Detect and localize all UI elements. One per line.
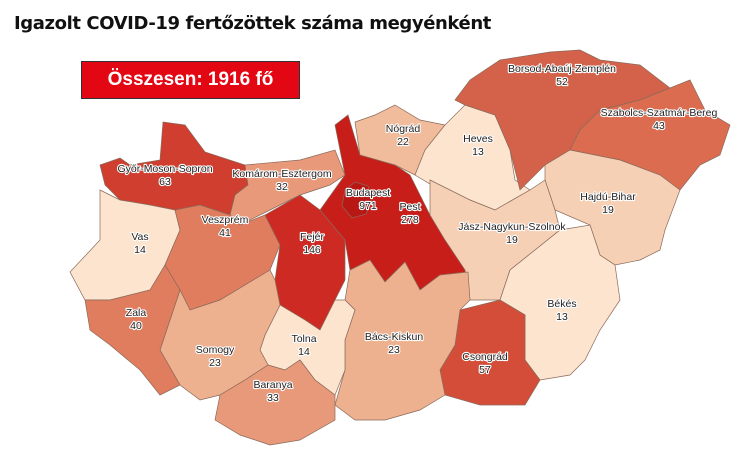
county-value-label: 13: [472, 146, 484, 158]
total-badge: Összesen: 1916 fő: [81, 61, 300, 99]
county-value-label: 63: [159, 176, 171, 188]
county-value-label: 32: [276, 181, 288, 193]
county-name-label: Somogy: [196, 344, 235, 356]
county-name-label: Budapest: [346, 187, 390, 199]
county-komarom-esztergom: [229, 149, 346, 226]
county-name-label: Győr-Moson-Sopron: [117, 163, 212, 175]
county-value-label: 41: [219, 227, 231, 239]
county-value-label: 52: [556, 76, 568, 88]
map-title: Igazolt COVID-19 fertőzöttek száma megyé…: [14, 13, 491, 34]
county-value-label: 146: [303, 244, 321, 256]
county-baranya: [214, 359, 336, 446]
county-name-label: Csongrád: [462, 351, 508, 363]
county-name-label: Zala: [126, 307, 147, 319]
county-value-label: 19: [602, 204, 614, 216]
county-value-label: 971: [359, 200, 377, 212]
county-name-label: Nógrád: [386, 123, 421, 135]
county-value-label: 57: [479, 364, 491, 376]
county-value-label: 40: [130, 320, 142, 332]
county-value-label: 278: [401, 214, 419, 226]
county-name-label: Borsod-Abaúj-Zemplén: [508, 63, 616, 75]
county-name-label: Vas: [131, 231, 148, 243]
county-value-label: 23: [388, 344, 400, 356]
county-name-label: Heves: [463, 133, 493, 145]
county-name-label: Baranya: [253, 379, 292, 391]
county-value-label: 23: [209, 357, 221, 369]
county-name-label: Pest: [399, 201, 420, 213]
county-name-label: Tolna: [291, 333, 316, 345]
county-zala: [84, 264, 181, 396]
county-name-label: Szabolcs-Szatmár-Bereg: [601, 107, 718, 119]
county-budapest: [341, 181, 373, 219]
county-name-label: Komárom-Esztergom: [232, 168, 331, 180]
county-value-label: 13: [556, 311, 568, 323]
county-value-label: 33: [267, 392, 279, 404]
county-value-label: 19: [506, 234, 518, 246]
county-name-label: Hajdú-Bihar: [580, 191, 636, 203]
county-name-label: Bács-Kiskun: [365, 331, 424, 343]
county-value-label: 22: [397, 136, 409, 148]
county-value-label: 43: [653, 120, 665, 132]
county-nograd: [354, 104, 446, 176]
county-name-label: Veszprém: [202, 214, 249, 226]
county-value-label: 14: [134, 244, 146, 256]
county-value-label: 14: [298, 346, 310, 358]
county-name-label: Fejér: [300, 231, 324, 243]
county-name-label: Békés: [547, 298, 576, 310]
county-name-label: Jász-Nagykun-Szolnok: [458, 221, 566, 233]
